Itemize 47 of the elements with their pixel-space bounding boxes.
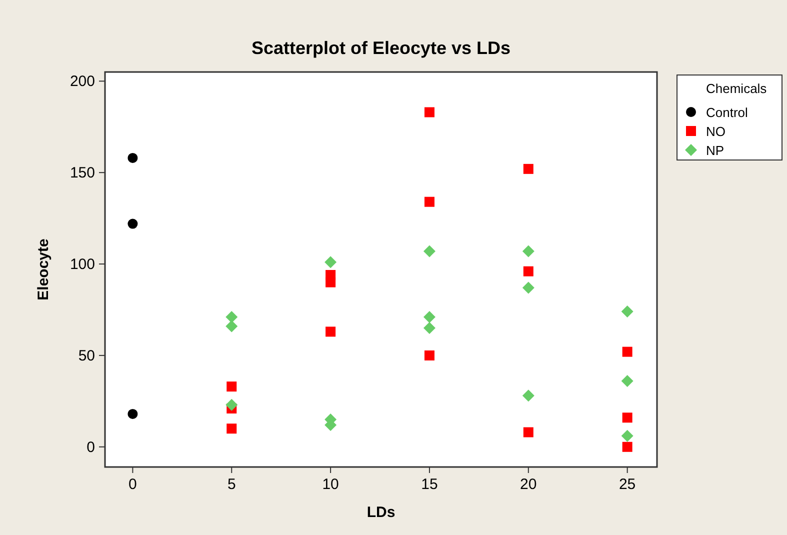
legend-label: Control [706,105,748,120]
x-tick-label: 25 [618,476,636,493]
point [424,350,434,360]
legend-label: NP [706,143,724,158]
point [523,427,534,438]
x-tick-label: 20 [520,476,537,493]
point [522,390,534,402]
x-tick-label: 5 [227,476,236,493]
legend-title: Chemicals [706,81,768,96]
point [424,196,434,207]
point [326,277,336,288]
point [326,326,336,337]
point [621,375,634,388]
x-tick-label: 0 [128,476,137,493]
point [128,408,138,419]
point [622,346,632,357]
y-axis-title: Eleocyte [35,238,52,300]
point [226,320,238,332]
chart-title: Scatterplot of Eleocyte vs LDs [251,38,511,58]
point [324,256,337,268]
point [226,311,238,324]
point [622,412,632,423]
point [522,282,534,294]
y-tick-label: 100 [70,256,95,274]
point [128,218,138,229]
y-tick-label: 0 [86,438,95,456]
point [423,245,436,258]
point [128,152,138,163]
y-tick-label: 50 [78,347,95,364]
point [226,398,238,411]
y-tick-label: 200 [70,73,95,90]
point [522,245,534,258]
point [622,442,632,452]
point [621,306,634,318]
point [523,266,534,276]
x-axis-title: LDs [366,504,396,521]
point [226,382,237,392]
y-tick-label: 150 [70,164,95,182]
point [424,107,434,118]
legend-label: NO [706,124,726,139]
point [226,424,237,434]
x-tick-label: 10 [322,476,339,493]
x-tick-label: 15 [421,476,438,493]
point [423,322,436,334]
point [523,164,534,174]
point [423,311,436,324]
point [621,430,634,442]
